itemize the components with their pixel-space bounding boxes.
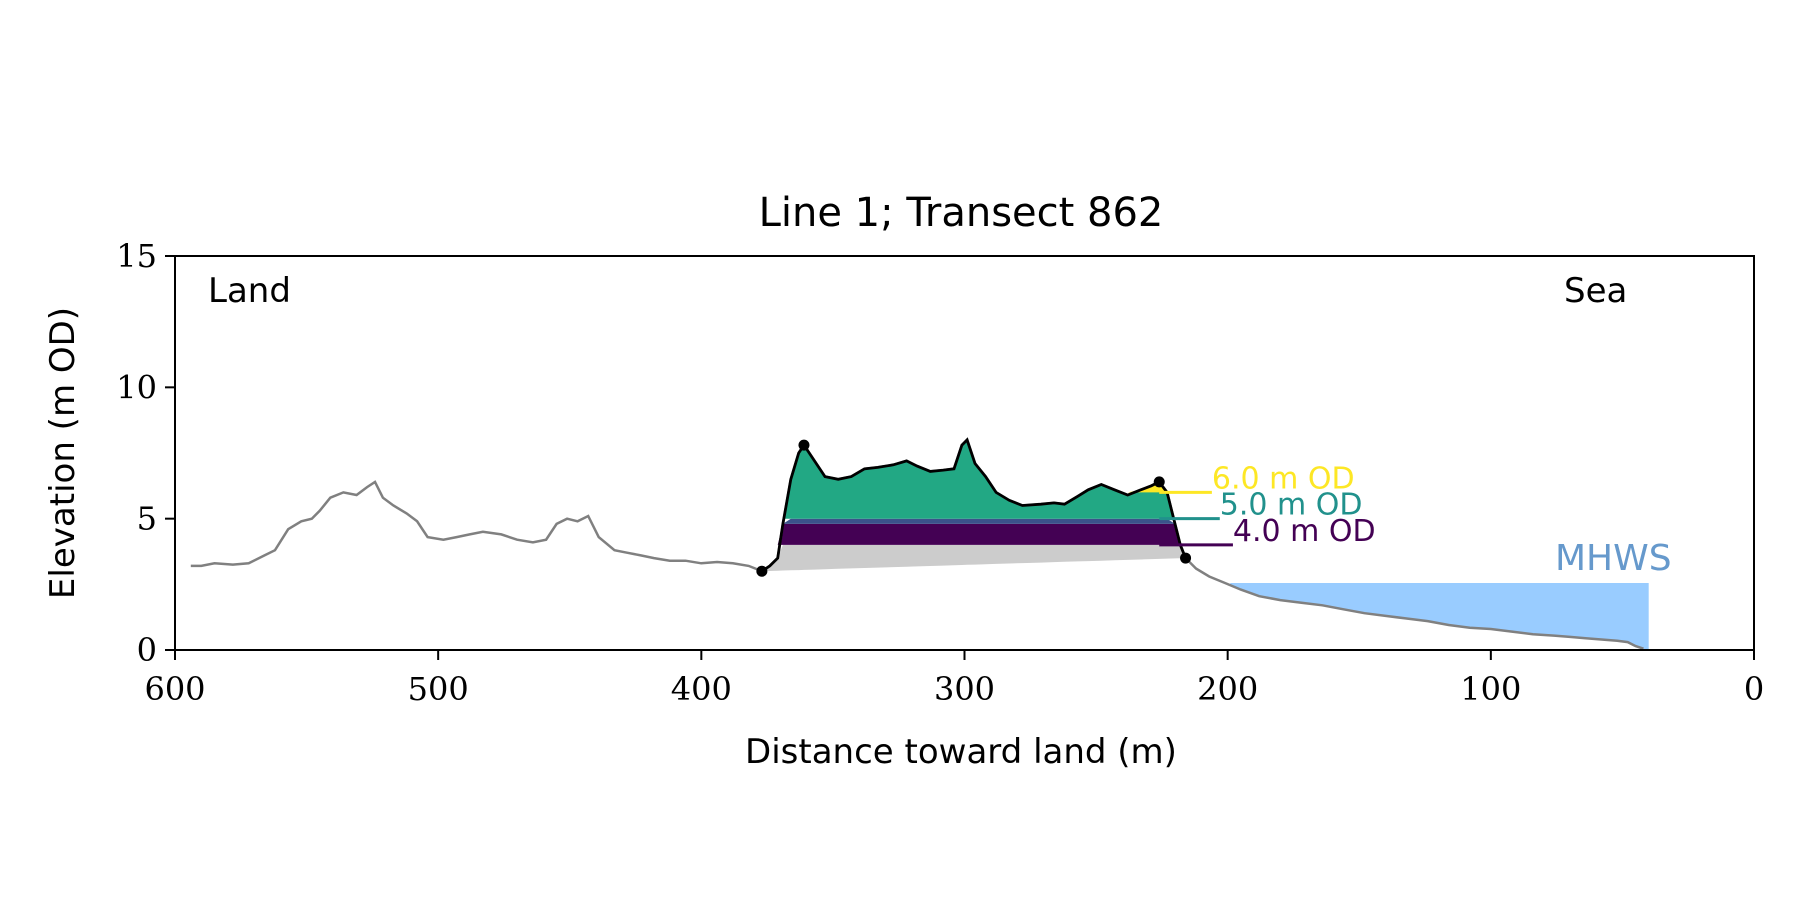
band-below-4m (761, 523, 1186, 545)
x-tick-label: 200 (1197, 670, 1258, 708)
plot-area: 6.0 m OD5.0 m OD4.0 m OD (190, 437, 1649, 650)
x-axis: 600 500 400 300 200 100 0 (144, 650, 1764, 708)
level-label-6m: 6.0 m OD (1212, 461, 1355, 496)
dune-marker-2 (798, 439, 810, 451)
x-tick-label: 0 (1744, 670, 1764, 708)
chart-title: Line 1; Transect 862 (759, 190, 1164, 236)
x-tick-label: 400 (671, 670, 732, 708)
level-label-4m: 4.0 m OD (1233, 514, 1376, 549)
y-tick-label: 10 (116, 368, 157, 406)
y-tick-label: 15 (116, 237, 157, 275)
data-lines (190, 437, 1644, 650)
dune-marker-4 (1180, 552, 1192, 564)
x-tick-label: 500 (408, 670, 469, 708)
y-axis: 0 5 10 15 (116, 237, 175, 669)
y-tick-label: 5 (137, 500, 157, 538)
x-tick-label: 300 (934, 670, 995, 708)
x-axis-label: Distance toward land (m) (745, 732, 1177, 772)
dune-volume-above-5m (761, 439, 1186, 519)
dune-markers (756, 439, 1192, 577)
mhws-area (1230, 583, 1649, 650)
y-axis-label: Elevation (m OD) (43, 307, 83, 599)
y-tick-label: 0 (137, 631, 157, 669)
x-tick-label: 600 (144, 670, 205, 708)
dune-marker-3 (1153, 476, 1165, 488)
land-annotation: Land (208, 271, 291, 311)
band-4m-5m (761, 518, 1186, 524)
mhws-annotation: MHWS (1555, 538, 1672, 579)
x-tick-label: 100 (1460, 670, 1521, 708)
level-lines: 6.0 m OD5.0 m OD4.0 m OD (1159, 461, 1376, 549)
data-fills (761, 439, 1649, 650)
dune-outline (761, 437, 1187, 573)
dune-base-area (761, 544, 1186, 572)
level-label-5m: 5.0 m OD (1220, 488, 1363, 523)
sea-annotation: Sea (1564, 271, 1627, 311)
dune-marker-1 (756, 565, 768, 577)
